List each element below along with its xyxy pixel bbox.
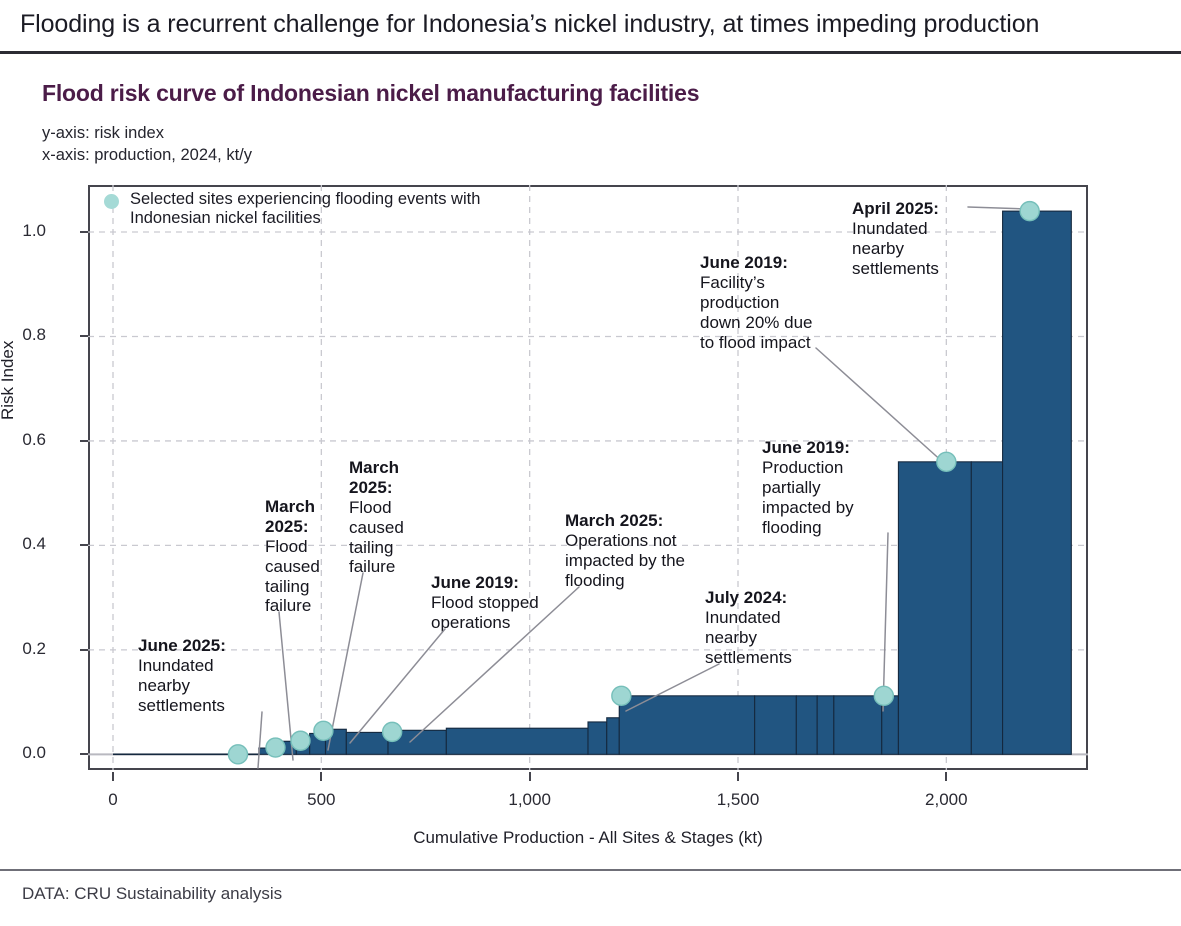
x-axis-ticks: 0 500 1,000 1,500 2,000 [88,772,1088,812]
y-tick-mark [80,335,88,338]
x-tick-label: 2,000 [925,790,968,809]
x-tick-label: 500 [307,790,336,809]
banner-title: Flooding is a recurrent challenge for In… [20,10,1040,38]
x-tick-label: 0 [108,790,118,809]
legend-marker-dot [104,194,119,209]
annotation-date: July 2024: [705,588,788,607]
annotation-body: Facility’s production down 20% due to fl… [700,272,813,352]
annotation-june-2019-b: June 2019: Production partially impacted… [762,438,892,537]
y-tick-mark [80,544,88,547]
x-tick-label: 1,500 [716,790,760,809]
x-tick-mark [737,772,739,781]
annotation-date: March 2025: [265,497,316,536]
annotation-date: June 2019: [431,573,519,592]
annotation-date: April 2025: [852,199,939,218]
subtitle-x-axis: x-axis: production, 2024, kt/y [42,146,253,164]
annotation-body: Inundated nearby settlements [852,218,939,278]
legend-label: Selected sites experiencing flooding eve… [130,190,481,228]
y-axis-ticks: 0.0 0.2 0.4 0.6 0.8 1.0 [0,185,72,770]
y-tick-mark [80,231,88,233]
y-tick-label: 0.0 [22,743,46,763]
annotation-body: Flood caused tailing failure [265,536,320,616]
annotation-date: March 2025: [349,458,400,497]
annotation-body: Operations not impacted by the flooding [565,530,686,590]
y-axis-tickmarks [0,185,88,770]
y-tick-label: 1.0 [22,221,46,240]
y-tick-label: 0.2 [22,638,46,658]
y-tick-label: 0.4 [22,534,46,554]
annotation-june-2025: June 2025: Inundated nearby settlements [138,636,266,716]
y-tick-label: 0.8 [22,325,46,345]
y-tick-label: 0.6 [22,429,46,449]
annotation-body: Production partially impacted by floodin… [762,457,854,537]
x-tick-label: 1,000 [508,790,551,809]
annotation-march-2025-c: March 2025: Operations not impacted by t… [565,511,695,591]
annotation-body: Flood caused tailing failure [349,497,404,577]
annotation-march-2025-b: March 2025: Flood caused tailing failure [349,458,427,577]
annotation-body: Inundated nearby settlements [138,655,225,715]
data-source-text: DATA: CRU Sustainability analysis [22,884,283,903]
annotation-date: June 2025: [138,636,226,655]
page-title: Flood risk curve of Indonesian nickel ma… [42,80,700,106]
annotation-date: March 2025: [565,511,664,530]
annotation-body: Inundated nearby settlements [705,607,792,667]
annotation-march-2025-a: March 2025: Flood caused tailing failure [265,497,337,616]
x-tick-mark [112,772,114,781]
header-banner: Flooding is a recurrent challenge for In… [0,0,1181,54]
footer: DATA: CRU Sustainability analysis [0,869,1181,926]
y-tick-mark [80,439,88,442]
annotation-date: June 2019: [762,438,850,457]
y-axis-title: Risk Index [0,340,17,420]
chart-plot-area [88,185,1088,770]
x-axis-title: Cumulative Production - All Sites & Stag… [413,828,763,847]
y-tick-mark [80,753,88,756]
annotation-body: Flood stopped operations [431,592,539,632]
annotation-april-2025: April 2025: Inundated nearby settlements [852,199,972,279]
x-tick-mark [320,772,323,781]
y-tick-mark [80,648,88,651]
x-tick-mark [945,772,948,781]
chart-legend: Selected sites experiencing flooding eve… [104,190,524,229]
x-tick-mark [528,772,531,781]
annotation-june-2019-c: June 2019: Facility’s production down 20… [700,253,820,352]
annotation-july-2024: July 2024: Inundated nearby settlements [705,588,823,668]
subtitle-y-axis: y-axis: risk index [42,124,164,142]
annotation-june-2019-a: June 2019: Flood stopped operations [431,573,539,633]
annotation-date: June 2019: [700,253,788,272]
